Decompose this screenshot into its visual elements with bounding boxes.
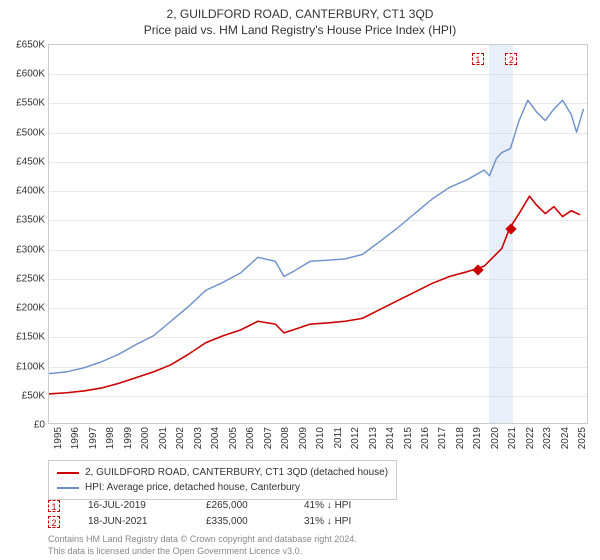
legend-swatch <box>57 472 79 474</box>
x-axis-label: 2007 <box>263 427 274 449</box>
x-axis-label: 2004 <box>210 427 221 449</box>
y-axis-label: £650K <box>1 40 45 51</box>
sale-row: 2 18-JUN-2021 £335,000 31% ↓ HPI <box>48 514 384 530</box>
legend-swatch <box>57 487 79 489</box>
chart-title: 2, GUILDFORD ROAD, CANTERBURY, CT1 3QD <box>0 0 600 23</box>
sale-row: 1 16-JUL-2019 £265,000 41% ↓ HPI <box>48 498 384 514</box>
x-axis-label: 2013 <box>368 427 379 449</box>
sale-marker-flag: 2 <box>505 53 517 65</box>
legend-label: 2, GUILDFORD ROAD, CANTERBURY, CT1 3QD (… <box>85 465 388 480</box>
sale-row-marker: 1 <box>48 500 60 512</box>
x-axis-label: 2014 <box>385 427 396 449</box>
y-axis-label: £300K <box>1 244 45 255</box>
x-axis-label: 2011 <box>333 427 344 449</box>
sale-price: £265,000 <box>206 498 276 514</box>
x-axis-label: 2018 <box>455 427 466 449</box>
x-axis-label: 2000 <box>140 427 151 449</box>
x-axis-label: 2012 <box>350 427 361 449</box>
x-axis-label: 1997 <box>88 427 99 449</box>
sale-marker-flag: 1 <box>472 53 484 65</box>
x-axis-label: 2002 <box>175 427 186 449</box>
x-axis-label: 2009 <box>298 427 309 449</box>
x-axis-label: 2005 <box>228 427 239 449</box>
y-axis-label: £100K <box>1 361 45 372</box>
sale-pct: 31% ↓ HPI <box>304 514 384 530</box>
series-hpi <box>49 100 584 373</box>
y-axis-label: £500K <box>1 127 45 138</box>
x-axis-label: 2021 <box>507 427 518 449</box>
x-axis-label: 2003 <box>193 427 204 449</box>
x-axis-label: 2015 <box>403 427 414 449</box>
x-axis-label: 2006 <box>245 427 256 449</box>
y-axis-label: £600K <box>1 69 45 80</box>
x-axis-label: 2017 <box>437 427 448 449</box>
footer-line2: This data is licensed under the Open Gov… <box>48 546 357 558</box>
sale-date: 18-JUN-2021 <box>88 514 178 530</box>
x-axis-label: 2016 <box>420 427 431 449</box>
chart-plot-area: £0£50K£100K£150K£200K£250K£300K£350K£400… <box>48 44 588 424</box>
x-axis-label: 1995 <box>53 427 64 449</box>
x-axis-label: 1999 <box>123 427 134 449</box>
sale-date: 16-JUL-2019 <box>88 498 178 514</box>
footer-attribution: Contains HM Land Registry data © Crown c… <box>48 534 357 557</box>
sale-pct: 41% ↓ HPI <box>304 498 384 514</box>
x-axis-label: 2020 <box>490 427 501 449</box>
legend-item: 2, GUILDFORD ROAD, CANTERBURY, CT1 3QD (… <box>57 465 388 480</box>
x-axis-label: 2001 <box>158 427 169 449</box>
x-axis-label: 2024 <box>560 427 571 449</box>
legend-box: 2, GUILDFORD ROAD, CANTERBURY, CT1 3QD (… <box>48 460 397 500</box>
series-property_price <box>49 196 580 394</box>
y-axis-label: £250K <box>1 273 45 284</box>
y-axis-label: £400K <box>1 186 45 197</box>
x-axis-label: 2025 <box>577 427 588 449</box>
y-axis-label: £550K <box>1 98 45 109</box>
x-axis-label: 2023 <box>542 427 553 449</box>
x-axis-label: 2019 <box>472 427 483 449</box>
x-axis-label: 2010 <box>315 427 326 449</box>
series-svg <box>49 45 587 423</box>
y-axis-label: £150K <box>1 332 45 343</box>
y-axis-label: £0 <box>1 420 45 431</box>
y-axis-label: £350K <box>1 215 45 226</box>
sale-row-marker: 2 <box>48 516 60 528</box>
y-axis-label: £50K <box>1 390 45 401</box>
legend-item: HPI: Average price, detached house, Cant… <box>57 480 388 495</box>
y-axis-label: £450K <box>1 156 45 167</box>
x-axis-label: 1996 <box>70 427 81 449</box>
sales-table: 1 16-JUL-2019 £265,000 41% ↓ HPI 2 18-JUN-202… <box>48 498 384 530</box>
sale-price: £335,000 <box>206 514 276 530</box>
y-axis-label: £200K <box>1 303 45 314</box>
chart-subtitle: Price paid vs. HM Land Registry's House … <box>0 23 600 41</box>
x-axis-label: 2008 <box>280 427 291 449</box>
legend-label: HPI: Average price, detached house, Cant… <box>85 480 300 495</box>
x-axis-label: 2022 <box>525 427 536 449</box>
x-axis-label: 1998 <box>105 427 116 449</box>
footer-line1: Contains HM Land Registry data © Crown c… <box>48 534 357 546</box>
